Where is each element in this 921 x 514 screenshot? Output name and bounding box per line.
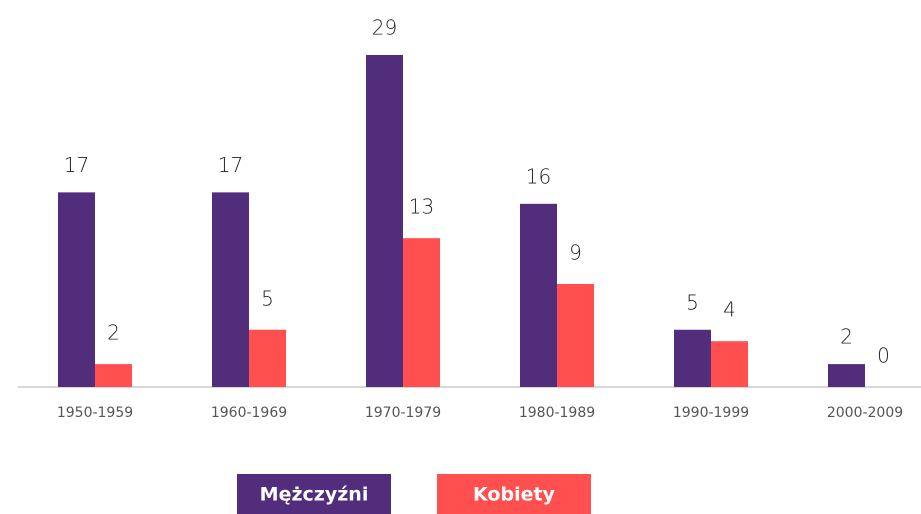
bar: [557, 283, 594, 387]
bar: [828, 364, 865, 387]
value-label: 29: [372, 16, 397, 40]
legend-label: Kobiety: [473, 484, 556, 506]
x-tick-label: 1990-1999: [673, 405, 749, 421]
bar: [674, 329, 711, 387]
legend-swatch: [237, 474, 391, 514]
x-tick-label: 1950-1959: [57, 405, 133, 421]
value-label: 17: [218, 153, 243, 177]
x-tick-label: 2000-2009: [827, 405, 903, 421]
bar: [403, 238, 440, 387]
legend-label: Mężczyźni: [260, 484, 369, 506]
legend-swatch: [437, 474, 591, 514]
bar: [95, 364, 132, 387]
value-label: 13: [409, 195, 434, 219]
value-label: 5: [686, 290, 699, 314]
bar: [520, 203, 557, 387]
value-label: 5: [261, 286, 274, 310]
value-label: 17: [64, 153, 89, 177]
value-label: 9: [569, 240, 582, 264]
bar: [711, 341, 748, 387]
bar: [212, 192, 249, 387]
value-label: 2: [107, 321, 120, 345]
bar: [249, 329, 286, 387]
x-tick-label: 1970-1979: [365, 405, 441, 421]
value-label: 16: [526, 164, 551, 188]
x-tick-label: 1960-1969: [211, 405, 287, 421]
bar: [58, 192, 95, 387]
x-tick-label: 1980-1989: [519, 405, 595, 421]
value-label: 0: [877, 344, 890, 368]
value-label: 2: [840, 325, 853, 349]
value-label: 4: [723, 298, 736, 322]
bar: [366, 55, 403, 387]
